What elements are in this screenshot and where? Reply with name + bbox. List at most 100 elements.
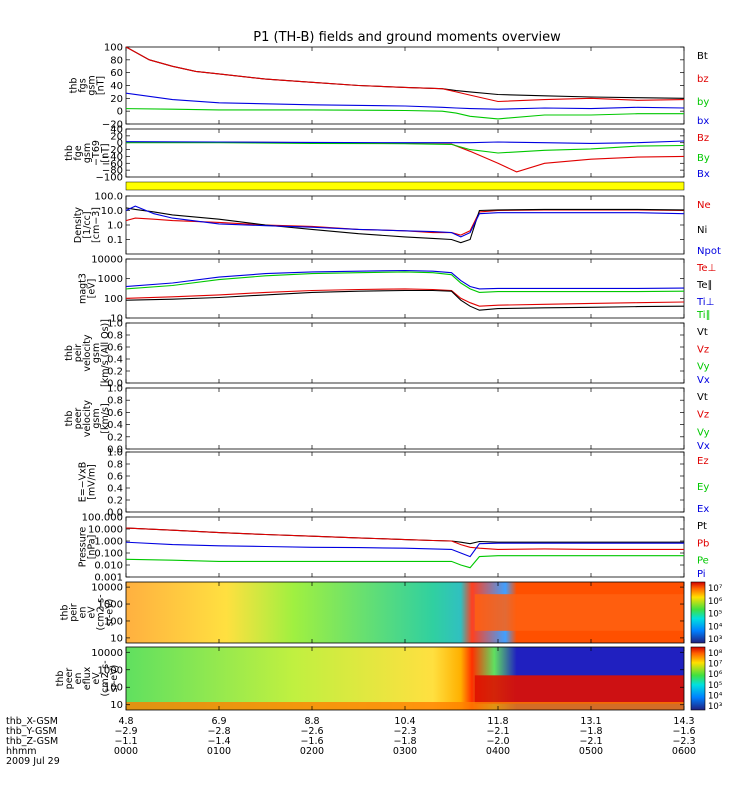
y-axis-label: [km/s (All Qs)] xyxy=(100,319,111,387)
y-tick-label: 0.010 xyxy=(94,561,123,572)
panel-temperature: 10000 1000 100 10 magt3[eV] Te⊥ Te∥ Ti⊥ Ti∥ xyxy=(78,255,717,325)
y-tick-label: 100 xyxy=(104,683,123,694)
legend-entry: Te∥ xyxy=(696,280,713,291)
x-axis-value: 11.8 xyxy=(487,716,508,727)
y-tick-label: 0.6 xyxy=(107,472,123,483)
x-axis-row-label: thb_X-GSM xyxy=(6,716,58,727)
colorbar-tick-label: 10⁶ xyxy=(708,670,723,680)
y-axis-label: eV xyxy=(91,672,102,685)
x-axis-value: 6.9 xyxy=(211,716,226,727)
y-axis-label: [mV/m] xyxy=(87,464,98,500)
x-axis-value: 0200 xyxy=(300,746,324,757)
series-line-Ti∥ xyxy=(125,271,685,293)
y-axis-label: eflux xyxy=(82,666,93,690)
y-tick-label: 20 xyxy=(110,131,123,142)
x-axis-value: −1.8 xyxy=(579,726,602,737)
y-tick-label: 0.6 xyxy=(107,408,123,419)
y-tick-label: 10 xyxy=(110,314,123,325)
colorbar-tick-label: 10⁶ xyxy=(708,597,723,607)
series-line-Ti⊥ xyxy=(125,269,685,290)
legend-entry: Ne xyxy=(697,200,711,211)
legend-entry: Pt xyxy=(697,521,707,532)
x-axis-value: −1.6 xyxy=(672,726,695,737)
y-tick-label: 1000 xyxy=(98,665,123,676)
y-tick-label: 100.000 xyxy=(82,513,123,524)
x-axis-value: 8.8 xyxy=(304,716,319,727)
series-line-Ni xyxy=(125,207,685,244)
y-tick-label: −20 xyxy=(102,145,123,156)
y-axis-label: sr-eV) xyxy=(105,599,116,627)
legend-entry: Bt xyxy=(697,51,708,62)
series-line-Pe xyxy=(125,555,684,569)
x-axis-value: 0100 xyxy=(207,746,231,757)
legend-entry: Ti∥ xyxy=(696,310,711,321)
colorbar-tick-label: 10⁴ xyxy=(708,622,723,632)
y-axis-label: en xyxy=(78,607,89,619)
legend-entry: By xyxy=(697,153,710,164)
y-tick-label: 1000 xyxy=(98,600,123,611)
y-axis-label: eV xyxy=(87,606,98,619)
y-tick-label: 10000 xyxy=(91,648,123,659)
legend-entry: Ex xyxy=(697,504,709,515)
y-tick-label: 0.0 xyxy=(107,508,123,519)
y-axis-label: gsm xyxy=(91,343,102,363)
y-tick-label: 10000 xyxy=(91,255,123,266)
x-axis-value: −1.4 xyxy=(207,736,230,747)
panel-frame xyxy=(125,322,685,384)
series-line-Te⊥ xyxy=(125,288,685,307)
y-axis-label: E=−VxB xyxy=(78,462,89,503)
y-tick-label: 10.000 xyxy=(88,525,123,536)
y-tick-label: 100.0 xyxy=(94,192,123,203)
y-tick-label: 0.1 xyxy=(107,235,123,246)
y-axis-label: thb xyxy=(64,345,75,361)
y-axis-label: velocity xyxy=(82,400,93,438)
y-tick-label: 0.2 xyxy=(107,432,123,443)
panel-frame xyxy=(125,195,685,255)
y-axis-label: magt3 xyxy=(78,273,89,304)
y-tick-label: 0.4 xyxy=(107,420,123,431)
y-tick-label: 0.2 xyxy=(107,496,123,507)
series-line-Pi xyxy=(125,541,684,558)
y-axis-label: peir xyxy=(69,603,80,622)
legend-entry: Vy xyxy=(697,362,710,373)
y-axis-label: −T69 xyxy=(91,140,102,166)
y-tick-label: 1.0 xyxy=(107,448,123,459)
y-tick-label: 100 xyxy=(104,294,123,305)
y-tick-label: 0.2 xyxy=(107,367,123,378)
y-tick-label: 0 xyxy=(117,107,123,118)
y-axis-label: thb xyxy=(55,671,66,687)
series-line-Pb xyxy=(125,527,684,550)
x-axis-value: 4.8 xyxy=(118,716,133,727)
y-axis-label: (cm2-s- xyxy=(100,660,111,696)
y-axis-label: (cm2-s- xyxy=(96,594,107,630)
x-axis-value: −2.6 xyxy=(300,726,323,737)
legend-entry: bz xyxy=(697,74,709,85)
legend-entry: Vt xyxy=(697,327,708,338)
x-axis-value: 0600 xyxy=(672,746,696,757)
colorbar-tick-label: 10⁴ xyxy=(708,691,723,701)
legend-entry: Pi xyxy=(697,569,706,580)
legend-entry: bx xyxy=(697,116,709,127)
x-axis-row-label: hhmm xyxy=(6,746,37,757)
colorbar-tick-label: 10⁷ xyxy=(708,584,723,594)
colorbar xyxy=(690,581,706,644)
legend-entry: Ez xyxy=(697,456,709,467)
panel-frame xyxy=(125,516,685,578)
legend-entry: Vt xyxy=(697,392,708,403)
legend-entry: Vx xyxy=(697,441,710,452)
y-tick-label: 1.0 xyxy=(107,384,123,395)
y-tick-label: −80 xyxy=(102,166,123,177)
y-axis-label: gsm xyxy=(82,143,93,163)
y-tick-label: 40 xyxy=(110,125,123,136)
colorbar-tick-label: 10³ xyxy=(708,635,722,645)
y-axis-label: Density xyxy=(73,207,84,243)
legend-entry: Te⊥ xyxy=(696,263,716,274)
x-axis-value: 0400 xyxy=(486,746,510,757)
colorbar-tick-label: 10⁷ xyxy=(708,660,723,670)
y-tick-label: 100 xyxy=(104,43,123,54)
y-axis-label: peir xyxy=(73,344,84,363)
y-axis-label: velocity xyxy=(82,334,93,372)
availability-bar xyxy=(125,181,685,191)
x-axis-value: −2.3 xyxy=(393,726,416,737)
